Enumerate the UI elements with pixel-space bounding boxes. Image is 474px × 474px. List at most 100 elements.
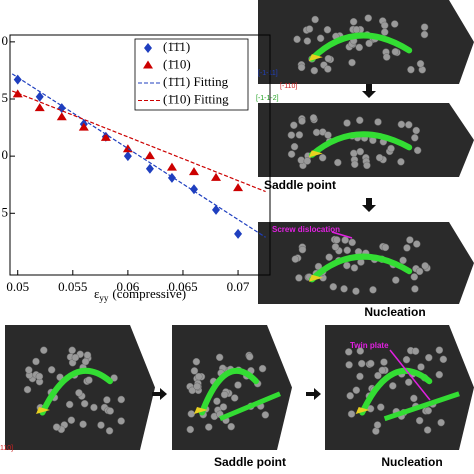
arrows xyxy=(152,84,376,400)
data-point xyxy=(100,132,111,141)
atom xyxy=(230,394,239,402)
atom xyxy=(97,421,105,429)
axis-label: [-1-11] xyxy=(258,70,278,77)
atom xyxy=(415,416,424,425)
atom xyxy=(364,14,373,22)
atom xyxy=(295,274,303,282)
axis-label: [-1-1-2] xyxy=(256,95,279,102)
x-tick-label: 0.06 xyxy=(117,279,140,294)
atom xyxy=(81,357,90,366)
dislocation xyxy=(309,253,413,283)
atom xyxy=(402,355,411,364)
atom xyxy=(325,253,333,261)
atom xyxy=(287,131,296,139)
atom xyxy=(356,147,365,156)
data-point xyxy=(233,183,244,192)
atom xyxy=(412,126,420,135)
x-axis-subscript: yy xyxy=(99,293,109,303)
y-tick-label: 0 xyxy=(2,147,9,162)
atom xyxy=(350,149,358,158)
atom xyxy=(324,131,332,139)
atom xyxy=(356,116,364,125)
atom xyxy=(334,158,342,167)
atom xyxy=(85,376,93,384)
data-point xyxy=(78,122,89,131)
atom xyxy=(374,118,382,126)
atom xyxy=(392,276,400,284)
atom xyxy=(106,407,114,415)
atom xyxy=(340,285,348,293)
atom xyxy=(117,417,125,425)
atom xyxy=(367,359,375,368)
atom xyxy=(380,21,389,30)
image-panel xyxy=(172,325,292,450)
image-panel xyxy=(258,222,474,304)
atom xyxy=(374,371,382,380)
atom xyxy=(324,65,332,73)
atom xyxy=(90,403,98,412)
burgers-arrow xyxy=(308,150,323,158)
atom xyxy=(193,382,201,391)
atom xyxy=(390,20,399,28)
atom xyxy=(380,358,388,366)
atom xyxy=(79,420,87,428)
atom xyxy=(68,346,76,355)
atom xyxy=(372,427,380,435)
data-point xyxy=(35,91,44,102)
legend-marker xyxy=(144,43,152,53)
x-tick-label: 0.05 xyxy=(6,279,29,294)
atom xyxy=(351,160,359,169)
atom xyxy=(348,58,356,67)
atom xyxy=(331,243,340,251)
atom xyxy=(40,346,48,354)
atom xyxy=(323,25,332,34)
image-panel xyxy=(325,325,474,450)
atom xyxy=(297,63,306,72)
atom xyxy=(411,134,419,142)
atom xyxy=(413,146,422,155)
atom xyxy=(205,423,213,431)
atom xyxy=(333,236,341,244)
atom xyxy=(435,370,444,379)
atom xyxy=(312,128,321,137)
burgers-arrow xyxy=(36,407,50,414)
caption: Nucleation xyxy=(364,305,425,319)
data-point xyxy=(56,112,67,121)
atom xyxy=(411,285,419,293)
atom xyxy=(343,119,351,127)
atom xyxy=(71,353,80,362)
data-point xyxy=(34,103,45,112)
atom xyxy=(411,347,420,355)
burgers-arrow xyxy=(194,407,208,414)
image-panel xyxy=(5,325,155,450)
atom xyxy=(421,262,429,270)
atom xyxy=(405,121,413,129)
data-point xyxy=(122,144,133,153)
atom xyxy=(303,157,312,165)
atom xyxy=(65,400,74,409)
atom xyxy=(345,361,353,369)
plot-frame xyxy=(9,34,271,276)
simulation-images xyxy=(5,0,474,450)
atom xyxy=(329,283,338,291)
atom xyxy=(227,422,235,431)
legend-label: (1̄10) Fitting xyxy=(163,91,229,106)
atom xyxy=(424,406,432,415)
atom xyxy=(437,418,445,427)
data-point xyxy=(234,228,243,239)
legend-label: (1̄1̄1) xyxy=(163,39,190,54)
atom xyxy=(298,245,307,254)
atom xyxy=(417,363,425,371)
atom xyxy=(287,150,296,158)
atom xyxy=(397,158,405,166)
atom xyxy=(192,357,201,366)
atom xyxy=(234,381,242,389)
atom xyxy=(403,244,411,252)
atom xyxy=(215,353,224,362)
atom xyxy=(391,48,400,56)
atom xyxy=(349,17,358,26)
atom xyxy=(52,423,61,431)
atom xyxy=(219,403,228,411)
data-point xyxy=(188,167,199,176)
atom xyxy=(415,267,424,276)
